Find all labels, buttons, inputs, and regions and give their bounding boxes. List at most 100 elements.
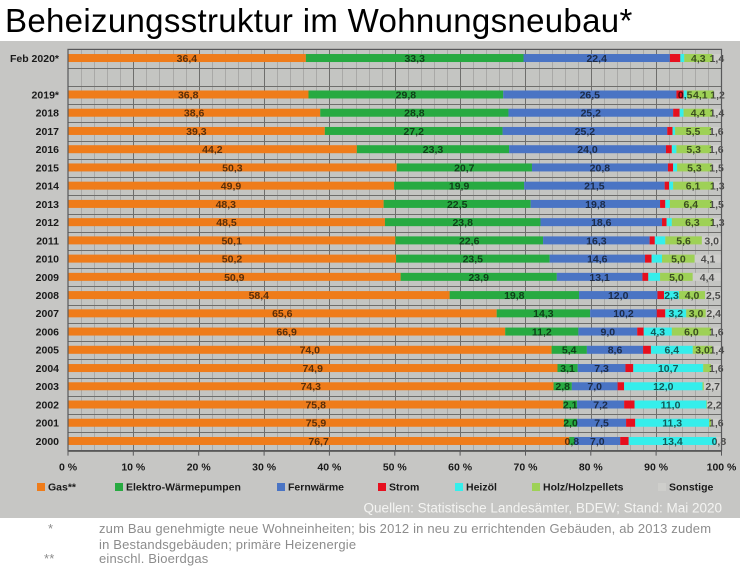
svg-text:1,4: 1,4 — [710, 345, 725, 357]
svg-text:4,4: 4,4 — [700, 272, 715, 284]
svg-text:19,8: 19,8 — [585, 199, 606, 211]
svg-text:60 %: 60 % — [448, 462, 473, 474]
svg-text:13,4: 13,4 — [662, 436, 683, 448]
svg-text:2,0: 2,0 — [563, 418, 578, 430]
svg-text:6,3: 6,3 — [685, 217, 700, 229]
svg-text:5,0: 5,0 — [669, 272, 684, 284]
svg-text:1,6: 1,6 — [709, 327, 724, 339]
svg-text:28,8: 28,8 — [404, 108, 425, 120]
svg-text:2013: 2013 — [36, 199, 60, 211]
svg-text:20,8: 20,8 — [590, 162, 611, 174]
svg-text:1,4: 1,4 — [710, 108, 725, 120]
svg-text:2,4: 2,4 — [706, 308, 721, 320]
svg-text:Elektro-Wärmepumpen: Elektro-Wärmepumpen — [126, 482, 241, 494]
svg-text:58,4: 58,4 — [249, 290, 270, 302]
svg-text:70 %: 70 % — [514, 462, 539, 474]
svg-text:14,3: 14,3 — [533, 308, 554, 320]
svg-text:3,2: 3,2 — [668, 308, 683, 320]
svg-text:7,2: 7,2 — [593, 399, 608, 411]
svg-text:20 %: 20 % — [187, 462, 212, 474]
svg-text:4,3: 4,3 — [691, 53, 706, 65]
svg-text:2001: 2001 — [36, 418, 60, 430]
svg-text:49,9: 49,9 — [221, 181, 242, 193]
svg-text:11,2: 11,2 — [532, 327, 552, 339]
svg-text:Feb 2020*: Feb 2020* — [10, 53, 60, 65]
svg-text:66,9: 66,9 — [276, 327, 297, 339]
svg-text:22,4: 22,4 — [586, 53, 607, 65]
svg-text:11,3: 11,3 — [662, 418, 682, 430]
svg-text:5,3: 5,3 — [687, 162, 702, 174]
svg-text:Strom: Strom — [389, 482, 419, 494]
svg-text:2018: 2018 — [36, 108, 60, 120]
svg-text:4,0: 4,0 — [685, 290, 700, 302]
svg-text:5,4: 5,4 — [562, 345, 577, 357]
svg-text:4,4: 4,4 — [691, 108, 706, 120]
svg-text:0,8: 0,8 — [564, 436, 579, 448]
svg-text:1,6: 1,6 — [709, 126, 724, 138]
svg-text:25,2: 25,2 — [581, 108, 602, 120]
svg-text:4,3: 4,3 — [650, 327, 665, 339]
svg-text:74,0: 74,0 — [300, 345, 321, 357]
svg-text:3,1: 3,1 — [560, 363, 575, 375]
svg-text:12,0: 12,0 — [653, 381, 674, 393]
svg-text:3,0: 3,0 — [704, 235, 719, 247]
svg-text:2,7: 2,7 — [705, 381, 720, 393]
svg-text:36,4: 36,4 — [177, 53, 198, 65]
svg-text:50,3: 50,3 — [222, 162, 243, 174]
svg-text:10,2: 10,2 — [613, 308, 634, 320]
svg-text:0,8: 0,8 — [712, 436, 727, 448]
svg-text:27,2: 27,2 — [403, 126, 424, 138]
svg-text:Heizöl: Heizöl — [466, 482, 497, 494]
svg-text:9,0: 9,0 — [600, 327, 615, 339]
svg-text:29,8: 29,8 — [396, 89, 417, 101]
svg-text:Sonstige: Sonstige — [669, 482, 713, 494]
svg-text:12,0: 12,0 — [608, 290, 629, 302]
svg-text:5,0: 5,0 — [671, 254, 686, 266]
svg-text:50,9: 50,9 — [224, 272, 245, 284]
svg-text:1,2: 1,2 — [710, 89, 725, 101]
svg-text:2,5: 2,5 — [706, 290, 721, 302]
svg-text:2003: 2003 — [36, 381, 60, 393]
svg-text:1,6: 1,6 — [709, 144, 724, 156]
svg-text:2017: 2017 — [36, 126, 60, 138]
svg-text:Gas**: Gas** — [48, 482, 77, 494]
svg-text:23,8: 23,8 — [452, 217, 473, 229]
svg-text:75,9: 75,9 — [306, 418, 327, 430]
svg-text:1,5: 1,5 — [709, 199, 724, 211]
svg-text:20,7: 20,7 — [454, 162, 475, 174]
svg-text:48,5: 48,5 — [216, 217, 237, 229]
svg-text:3,0: 3,0 — [689, 308, 704, 320]
svg-text:2006: 2006 — [36, 327, 60, 339]
svg-text:38,6: 38,6 — [184, 108, 205, 120]
svg-text:19,8: 19,8 — [504, 290, 525, 302]
svg-text:74,3: 74,3 — [301, 381, 322, 393]
svg-text:2019*: 2019* — [32, 89, 60, 101]
svg-text:1,5: 1,5 — [709, 162, 724, 174]
svg-text:0,5: 0,5 — [678, 89, 693, 101]
svg-text:2002: 2002 — [36, 399, 60, 411]
svg-text:16,3: 16,3 — [586, 235, 607, 247]
svg-text:3,0: 3,0 — [695, 345, 710, 357]
svg-text:39,3: 39,3 — [186, 126, 207, 138]
svg-text:13,1: 13,1 — [589, 272, 610, 284]
svg-text:22,5: 22,5 — [447, 199, 468, 211]
svg-text:0 %: 0 % — [59, 462, 78, 474]
svg-text:6,4: 6,4 — [664, 345, 679, 357]
svg-text:10,7: 10,7 — [658, 363, 679, 375]
svg-text:25,2: 25,2 — [575, 126, 596, 138]
svg-text:2,3: 2,3 — [664, 290, 679, 302]
svg-text:2011: 2011 — [36, 235, 59, 247]
svg-text:90 %: 90 % — [644, 462, 669, 474]
svg-text:5,3: 5,3 — [686, 144, 701, 156]
svg-text:2012: 2012 — [36, 217, 60, 229]
svg-text:65,6: 65,6 — [272, 308, 293, 320]
svg-text:1,4: 1,4 — [710, 53, 725, 65]
svg-text:2008: 2008 — [36, 290, 60, 302]
svg-text:2004: 2004 — [36, 363, 60, 375]
svg-text:1,3: 1,3 — [710, 217, 725, 229]
svg-text:1,6: 1,6 — [709, 363, 724, 375]
svg-text:19,9: 19,9 — [449, 181, 470, 193]
svg-text:74,9: 74,9 — [302, 363, 323, 375]
svg-text:Fernwärme: Fernwärme — [288, 482, 344, 494]
svg-text:44,2: 44,2 — [202, 144, 223, 156]
